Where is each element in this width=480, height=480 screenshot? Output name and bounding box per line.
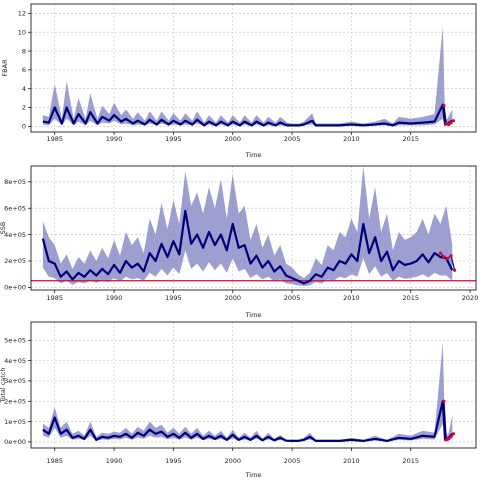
median-line	[42, 400, 454, 442]
y-tick-label: 4e+05	[4, 231, 26, 239]
plot-area	[31, 166, 476, 286]
plot-area	[42, 26, 456, 127]
y-tick-label: 0e+00	[4, 284, 26, 292]
x-axis-title: Time	[245, 311, 262, 319]
x-tick-label: 2000	[224, 457, 241, 465]
y-tick-label: 3e+05	[4, 377, 26, 385]
y-tick-label: 12	[18, 10, 26, 18]
recent-point	[449, 435, 453, 439]
recent-point	[449, 254, 453, 258]
recent-point	[445, 256, 450, 260]
recent-point	[451, 432, 456, 436]
x-tick-label: 1990	[106, 135, 123, 143]
plot-area	[42, 342, 456, 442]
x-tick-label: 1990	[106, 294, 123, 302]
x-tick-label: 1995	[165, 294, 182, 302]
y-tick-label: 2e+05	[4, 257, 26, 265]
confidence-band	[42, 166, 453, 286]
plot-frame	[30, 321, 477, 449]
x-tick-label: 2020	[462, 294, 479, 302]
y-tick-label: 0e+00	[4, 438, 26, 446]
y-tick-label: 5e+05	[4, 336, 26, 344]
x-tick-label: 2005	[284, 294, 301, 302]
y-tick-label: 6e+05	[4, 204, 26, 212]
y-tick-label: 1e+05	[4, 418, 26, 426]
x-tick-label: 1990	[106, 457, 123, 465]
x-tick-label: 1985	[46, 294, 63, 302]
plot-frame	[30, 3, 477, 133]
y-tick-label: 8	[22, 47, 26, 55]
recent-point	[447, 122, 451, 127]
x-tick-label: 2015	[402, 294, 419, 302]
x-tick-label: 1995	[165, 457, 182, 465]
recent-point	[442, 255, 446, 259]
panel-fbar: 1985 1990 1995 2000 2005 2010 2015 0 2 4 6 8 10 12 Tim…	[1, 3, 477, 159]
panel-total-catch: 1985 1990 1995 2000 2005 2010 2015 0e+00 1e+05 2e…	[0, 321, 477, 479]
recent-point	[438, 251, 442, 255]
x-tick-label: 2005	[284, 135, 301, 143]
y-tick-label: 4	[22, 85, 26, 93]
x-tick-label: 1985	[46, 135, 63, 143]
recent-point	[442, 399, 446, 403]
recent-point	[442, 104, 446, 108]
y-tick-label: 10	[18, 28, 26, 36]
y-axis-title: FBAR	[1, 59, 9, 77]
median-line	[42, 103, 453, 127]
plot-frame	[30, 165, 477, 291]
panel-ssb: 1985 1990 1995 2000 2005 2010 2015 2020 0e+00 2e+…	[0, 165, 479, 319]
y-tick-label: 0	[22, 123, 26, 131]
median-line	[41, 209, 454, 285]
y-tick-label: 4e+05	[4, 357, 26, 365]
x-tick-label: 2005	[284, 457, 301, 465]
x-axis-title: Time	[245, 471, 262, 479]
x-tick-label: 1995	[165, 135, 182, 143]
y-tick-label: 8e+05	[4, 178, 26, 186]
y-tick-label: 6	[22, 66, 26, 74]
x-tick-label: 2010	[343, 294, 360, 302]
x-tick-label: 2010	[343, 457, 360, 465]
y-axis-title: SSB	[0, 222, 7, 235]
recent-point	[449, 120, 453, 125]
x-tick-label: 2000	[224, 294, 241, 302]
x-tick-label: 1985	[46, 457, 63, 465]
x-tick-label: 2015	[402, 135, 419, 143]
x-tick-label: 2010	[343, 135, 360, 143]
recent-point	[453, 268, 457, 272]
confidence-band	[42, 26, 453, 127]
y-tick-label: 2e+05	[4, 397, 26, 405]
x-tick-label: 2015	[402, 457, 419, 465]
y-axis-title: Total catch	[0, 367, 7, 403]
confidence-band	[42, 342, 453, 442]
recent-point	[447, 437, 451, 441]
x-axis-title: Time	[245, 151, 262, 159]
y-tick-label: 2	[22, 104, 26, 112]
recent-point	[451, 119, 456, 123]
x-tick-label: 2000	[224, 135, 241, 143]
